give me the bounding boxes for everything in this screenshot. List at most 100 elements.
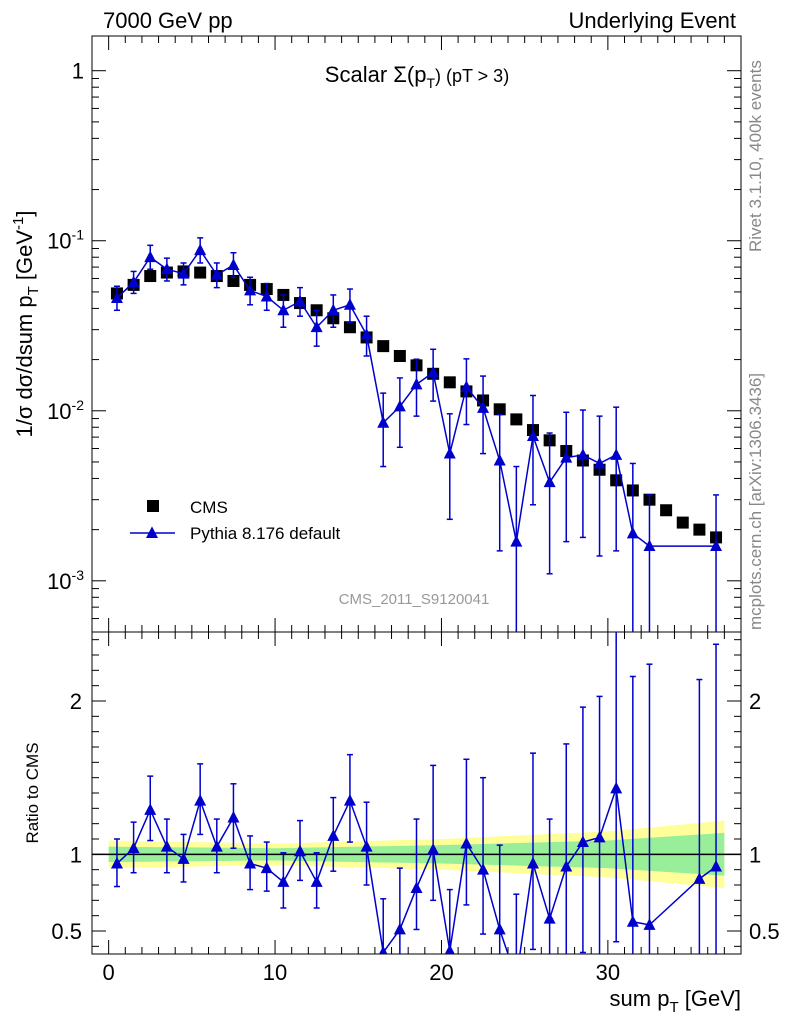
cms-point [393, 349, 406, 362]
ratio-pythia-point [110, 856, 123, 869]
pythia-point [343, 298, 356, 310]
pythia-point [360, 328, 373, 340]
y-tick-label-main: 10-1 [47, 227, 84, 254]
pythia-point [127, 275, 140, 288]
cms-point [443, 376, 456, 389]
ratio-pythia-point [227, 810, 240, 823]
pythia-point [576, 448, 589, 460]
pythia-point [377, 416, 390, 428]
y-tick-label-ratio-right: 0.5 [749, 919, 780, 944]
pythia-point [593, 456, 606, 469]
ratio-pythia-point [610, 781, 623, 794]
y-tick-label-ratio: 0.5 [51, 919, 82, 944]
pythia-point [227, 258, 240, 270]
header-left: 7000 GeV pp [103, 8, 233, 33]
ratio-pythia-point [127, 841, 140, 854]
y-axis-label-main: 1/σ dσ/dsum pT [GeV-1] [10, 211, 42, 438]
y-tick-label-ratio: 2 [70, 689, 82, 714]
cms-point [493, 403, 506, 416]
mcplots-label: mcplots.cern.ch [arXiv:1306.3436] [746, 372, 765, 630]
ratio-pythia-point [360, 840, 373, 852]
pythia-point [177, 267, 190, 279]
pythia-point [294, 294, 307, 307]
rivet-label: Rivet 3.1.10, 400k events [746, 60, 765, 252]
pythia-point [560, 451, 573, 463]
pythia-point [244, 283, 257, 296]
ratio-pythia-point [294, 844, 307, 857]
pythia-point [260, 289, 273, 302]
ratio-pythia-point [593, 830, 606, 843]
ratio-pythia-point [160, 840, 173, 852]
cms-point [510, 413, 523, 426]
legend-pythia-marker [146, 526, 158, 538]
pythia-point [410, 377, 423, 390]
ratio-pythia-point [260, 861, 273, 874]
legend-cms-label: CMS [190, 498, 228, 517]
y-tick-label-main: 1 [72, 59, 84, 84]
pythia-point [427, 365, 440, 378]
cms-point [676, 516, 689, 529]
cms-point [343, 321, 356, 334]
ratio-pythia-point [310, 875, 323, 887]
y-tick-label-ratio-right: 2 [749, 689, 761, 714]
cms-point [693, 523, 706, 536]
pythia-point [477, 401, 490, 413]
pythia-point [626, 526, 639, 539]
ratio-pythia-point [177, 852, 190, 864]
pythia-point [460, 380, 473, 392]
pythia-line [116, 248, 717, 547]
ratio-pythia-point [277, 875, 290, 887]
cms-point [144, 270, 157, 283]
pythia-point [310, 320, 323, 333]
legend-pythia-label: Pythia 8.176 default [190, 524, 341, 543]
ratio-pythia-point [643, 918, 656, 930]
ratio-pythia-point [543, 912, 556, 924]
pythia-point [210, 268, 223, 280]
cms-point [660, 504, 673, 517]
ratio-pythia-point [327, 829, 340, 841]
ratio-pythia-point [493, 922, 506, 935]
pythia-point [277, 303, 290, 316]
ratio-pythia-point [427, 843, 440, 855]
ratio-pythia-point [460, 837, 473, 849]
x-tick-label: 20 [429, 960, 453, 985]
ratio-plot-area [92, 632, 741, 984]
cms-point [194, 266, 207, 279]
ratio-pythia-point [693, 872, 706, 884]
pythia-point [610, 448, 623, 460]
pythia-point [194, 243, 207, 256]
pythia-point [493, 453, 506, 466]
chart-title: Scalar Σ(pT) (pT > 3) [325, 62, 509, 91]
y-tick-label-main: 10-3 [47, 567, 84, 594]
ratio-pythia-point [444, 944, 455, 954]
ratio-pythia-point [710, 860, 723, 872]
x-tick-label: 0 [103, 960, 115, 985]
pythia-point [144, 250, 157, 263]
y-tick-label-ratio-right: 1 [749, 842, 761, 867]
ratio-pythia-point [393, 922, 406, 935]
x-tick-label: 10 [263, 960, 287, 985]
y-axis-label-ratio: Ratio to CMS [23, 742, 42, 843]
pythia-point [443, 446, 456, 459]
main-plot-area [110, 237, 723, 632]
pythia-point [110, 291, 123, 304]
ratio-pythia-point [144, 803, 157, 815]
ratio-pythia-point [244, 856, 257, 869]
pythia-point [526, 429, 539, 442]
pythia-point [160, 262, 173, 275]
ratio-pythia-point [410, 881, 423, 894]
ratio-pythia-point [194, 794, 207, 806]
ratio-pythia-point [576, 835, 589, 848]
ratio-pythia-point [477, 863, 490, 875]
pythia-point [510, 535, 523, 547]
ratio-pythia-point [343, 794, 356, 806]
pythia-point [543, 475, 556, 488]
ratio-pythia-point [526, 856, 539, 869]
ratio-pythia-point [210, 840, 223, 852]
ratio-pythia-point [626, 915, 639, 927]
pythia-point [393, 399, 406, 412]
x-tick-label: 30 [596, 960, 620, 985]
header-right: Underlying Event [568, 8, 736, 33]
ratio-pythia-point [510, 972, 522, 984]
